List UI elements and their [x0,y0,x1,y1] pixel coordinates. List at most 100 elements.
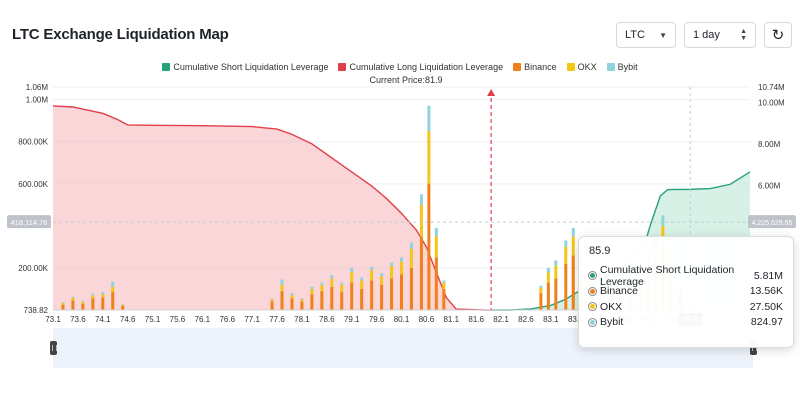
x-axis-tick-label: 73.6 [70,315,86,324]
bar-binance-4 [101,297,105,310]
x-axis-tick-label: 81.1 [443,315,459,324]
x-axis-tick-label: 75.1 [145,315,161,324]
tooltip-label-short: Cumulative Short Liquidation Leverage [600,263,735,288]
bar-binance-30 [571,255,575,310]
bar-bybit-11 [310,286,314,289]
bar-okx-30 [571,236,575,256]
x-axis-tick-label: 78.1 [294,315,310,324]
chart-tooltip: 85.9 Cumulative Short Liquidation Levera… [578,236,794,348]
bar-binance-5 [111,292,115,310]
bar-bybit-29 [564,240,568,247]
bar-okx-26 [539,287,543,294]
tooltip-value-short: 5.81M [753,269,783,282]
bar-binance-7 [270,301,274,310]
tooltip-row-bybit: Bybit 824.97 [589,315,783,331]
bar-binance-17 [370,280,374,310]
bar-binance-25 [442,288,446,310]
bar-binance-29 [564,263,568,310]
tooltip-row-short: Cumulative Short Liquidation Leverage 5.… [589,264,783,288]
bar-bybit-23 [427,105,431,132]
legend-label-bybit: Bybit [617,62,638,72]
left-axis-tick-label: 600.00K [18,180,48,189]
bar-binance-18 [380,284,384,310]
coin-select[interactable]: LTC ▼ [616,22,676,48]
tooltip-dot-binance [589,287,596,295]
bar-binance-11 [310,294,314,310]
bar-okx-4 [101,294,105,298]
bar-bybit-17 [370,266,374,271]
x-axis-tick-label: 74.6 [120,315,136,324]
x-axis-tick-label: 79.6 [369,315,385,324]
tooltip-label-bybit: Bybit [600,316,624,329]
crosshair-right-label: 4,225,629.85 [752,220,793,227]
bar-okx-22 [419,204,423,237]
bar-bybit-6 [121,304,125,305]
bar-okx-25 [442,282,446,289]
bar-bybit-15 [350,267,354,273]
bar-okx-11 [310,288,314,295]
x-axis-tick-label: 83.6 [568,315,584,324]
bar-bybit-8 [280,279,284,285]
bar-binance-19 [390,278,394,310]
legend-item-short[interactable]: Cumulative Short Liquidation Leverage [162,62,328,72]
x-axis-tick-label: 80.6 [419,315,435,324]
tooltip-value-okx: 27.50K [749,300,783,313]
bar-binance-27 [546,282,550,310]
bar-bybit-7 [270,298,274,300]
bar-bybit-3 [91,293,95,296]
legend-item-binance[interactable]: Binance [513,62,557,72]
bar-bybit-20 [400,257,403,262]
bar-bybit-12 [320,282,324,285]
bar-bybit-28 [554,260,558,266]
bar-binance-16 [360,288,364,310]
bar-okx-2 [81,301,85,304]
legend-swatch-binance [513,63,522,71]
left-axis-tick-label: 1.00M [26,96,49,105]
x-axis-tick-label: 78.6 [319,315,335,324]
zoom-handle-right[interactable] [750,341,757,355]
bar-okx-3 [91,295,95,299]
tooltip-label-okx: OKX [600,300,623,313]
tooltip-row-okx: OKX 27.50K [589,299,783,315]
legend-item-long[interactable]: Cumulative Long Liquidation Leverage [338,62,503,72]
current-price-arrow [487,89,496,96]
period-select[interactable]: 1 day ▲ ▼ [684,22,756,48]
x-axis-tick-label: 77.6 [269,315,285,324]
bar-okx-28 [554,265,558,279]
bar-okx-9 [290,295,294,299]
legend-label-okx: OKX [577,62,597,72]
bar-bybit-1 [71,296,75,299]
bar-okx-17 [370,270,374,281]
legend-item-bybit[interactable]: Bybit [606,62,638,72]
bar-okx-15 [350,272,354,283]
bar-bybit-14 [340,282,344,285]
bar-binance-22 [419,236,423,310]
legend-item-okx[interactable]: OKX [566,62,597,72]
bar-okx-1 [71,298,75,301]
bar-okx-5 [111,286,115,293]
tooltip-value-binance: 13.56K [749,285,783,298]
right-axis-tick-label: 6.00M [758,181,781,190]
tooltip-dot-short [589,272,596,280]
bar-binance-14 [340,292,344,310]
bar-bybit-4 [101,292,105,295]
tooltip-dot-okx [589,303,596,311]
period-select-value: 1 day [693,29,720,41]
legend-swatch-long [338,63,347,71]
zoom-handle-left[interactable] [50,341,57,355]
bar-okx-19 [390,265,394,279]
bar-bybit-0 [61,302,65,304]
bar-bybit-22 [419,194,423,205]
x-axis-tick-label: 76.1 [195,315,211,324]
bar-binance-21 [409,267,413,310]
bar-okx-23 [427,131,431,184]
bar-bybit-27 [546,267,550,273]
bar-binance-0 [61,304,65,310]
x-axis-tick-label: 77.1 [244,315,260,324]
bar-bybit-26 [539,285,543,288]
refresh-button[interactable]: ↻ [764,22,792,48]
crosshair-left-label: 418,114.76 [11,218,48,227]
bar-okx-29 [564,246,568,264]
bar-bybit-21 [409,242,413,249]
bar-binance-10 [300,301,304,310]
